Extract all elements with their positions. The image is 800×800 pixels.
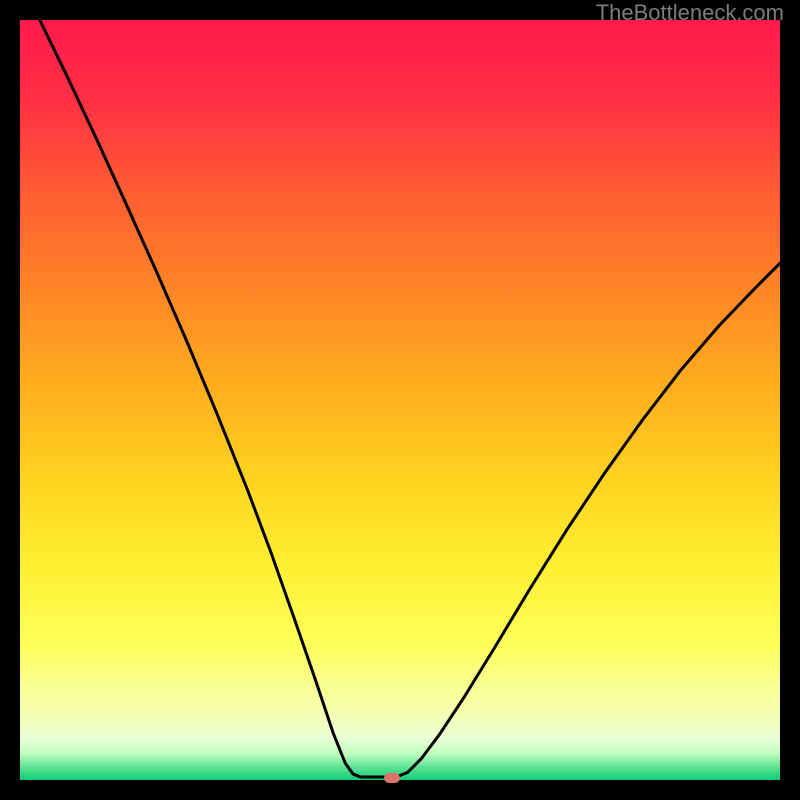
watermark-text: TheBottleneck.com — [596, 0, 784, 26]
plot-area — [20, 20, 780, 780]
bottleneck-curve — [20, 20, 780, 780]
optimum-marker — [384, 773, 400, 783]
curve-path — [40, 20, 780, 777]
chart-container: TheBottleneck.com — [0, 0, 800, 800]
